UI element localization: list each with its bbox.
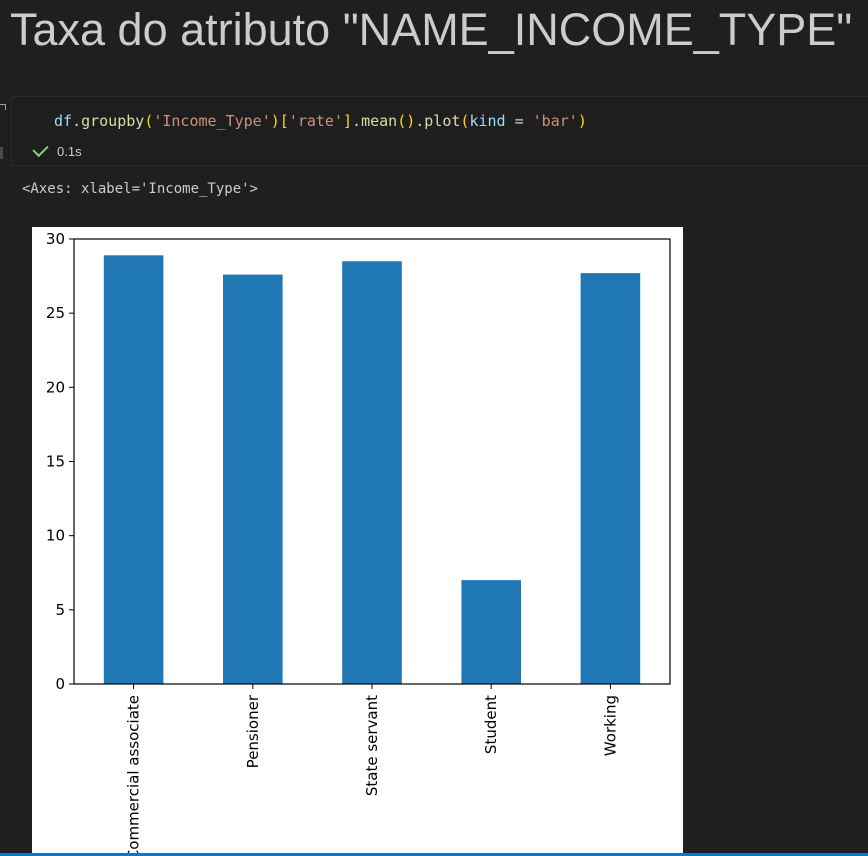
- x-tick-label: Commercial associate: [125, 695, 143, 856]
- cell-collapse-chevron-icon[interactable]: [0, 104, 6, 110]
- code-token: .: [352, 112, 362, 130]
- code-token: [: [279, 112, 289, 130]
- bar-chart: 0 5 10 15 20 25 30 Commercial associate Pensione…: [46, 230, 671, 856]
- bar-chart-output: 0 5 10 15 20 25 30 Commercial associate Pensione…: [32, 227, 683, 856]
- execution-status: 0.1s: [32, 140, 82, 161]
- code-token: =: [505, 112, 533, 130]
- check-icon: [32, 140, 49, 158]
- code-line[interactable]: df.groupby('Income_Type')['rate'].mean()…: [54, 112, 587, 130]
- code-token: plot: [424, 112, 461, 130]
- x-tick-label: Pensioner: [244, 694, 262, 768]
- code-token: (: [460, 112, 470, 130]
- code-cell[interactable]: df.groupby('Income_Type')['rate'].mean()…: [11, 96, 868, 166]
- y-tick-label: 0: [55, 675, 65, 693]
- bar-4: [580, 273, 641, 684]
- code-token: ]: [343, 112, 353, 130]
- x-tick-label: Student: [482, 695, 500, 754]
- code-token: ): [270, 112, 280, 130]
- code-token: 'bar': [532, 112, 578, 130]
- x-tick-label: Working: [601, 695, 619, 756]
- code-token: .: [72, 112, 82, 130]
- x-tick-label: State servant: [363, 695, 381, 796]
- code-token: groupby: [81, 112, 145, 130]
- execution-time: 0.1s: [57, 143, 82, 159]
- code-token: 'Income_Type': [153, 112, 271, 130]
- cell-output-text: <Axes: xlabel='Income_Type'>: [22, 181, 259, 197]
- y-tick-label: 30: [46, 230, 65, 248]
- code-token: mean: [361, 112, 398, 130]
- code-token: (): [397, 112, 416, 130]
- y-tick-label: 15: [46, 453, 65, 471]
- code-token: ): [577, 112, 587, 130]
- bar-2: [342, 261, 402, 684]
- markdown-heading: Taxa do atributo "NAME_INCOME_TYPE": [10, 4, 853, 55]
- y-tick-label: 25: [46, 304, 65, 322]
- code-token: .: [415, 112, 425, 130]
- focus-indicator-bar: [0, 853, 868, 856]
- y-tick-label: 10: [46, 527, 65, 545]
- code-token: kind: [469, 112, 506, 130]
- bar-0: [103, 255, 164, 685]
- code-token: 'rate': [288, 112, 343, 130]
- cell-execution-indicator: [0, 147, 3, 159]
- bar-1: [223, 274, 283, 684]
- code-token: (: [144, 112, 154, 130]
- y-tick-label: 5: [55, 601, 65, 619]
- y-tick-label: 20: [46, 378, 65, 396]
- bar-3: [461, 580, 521, 684]
- code-token: df: [54, 112, 73, 130]
